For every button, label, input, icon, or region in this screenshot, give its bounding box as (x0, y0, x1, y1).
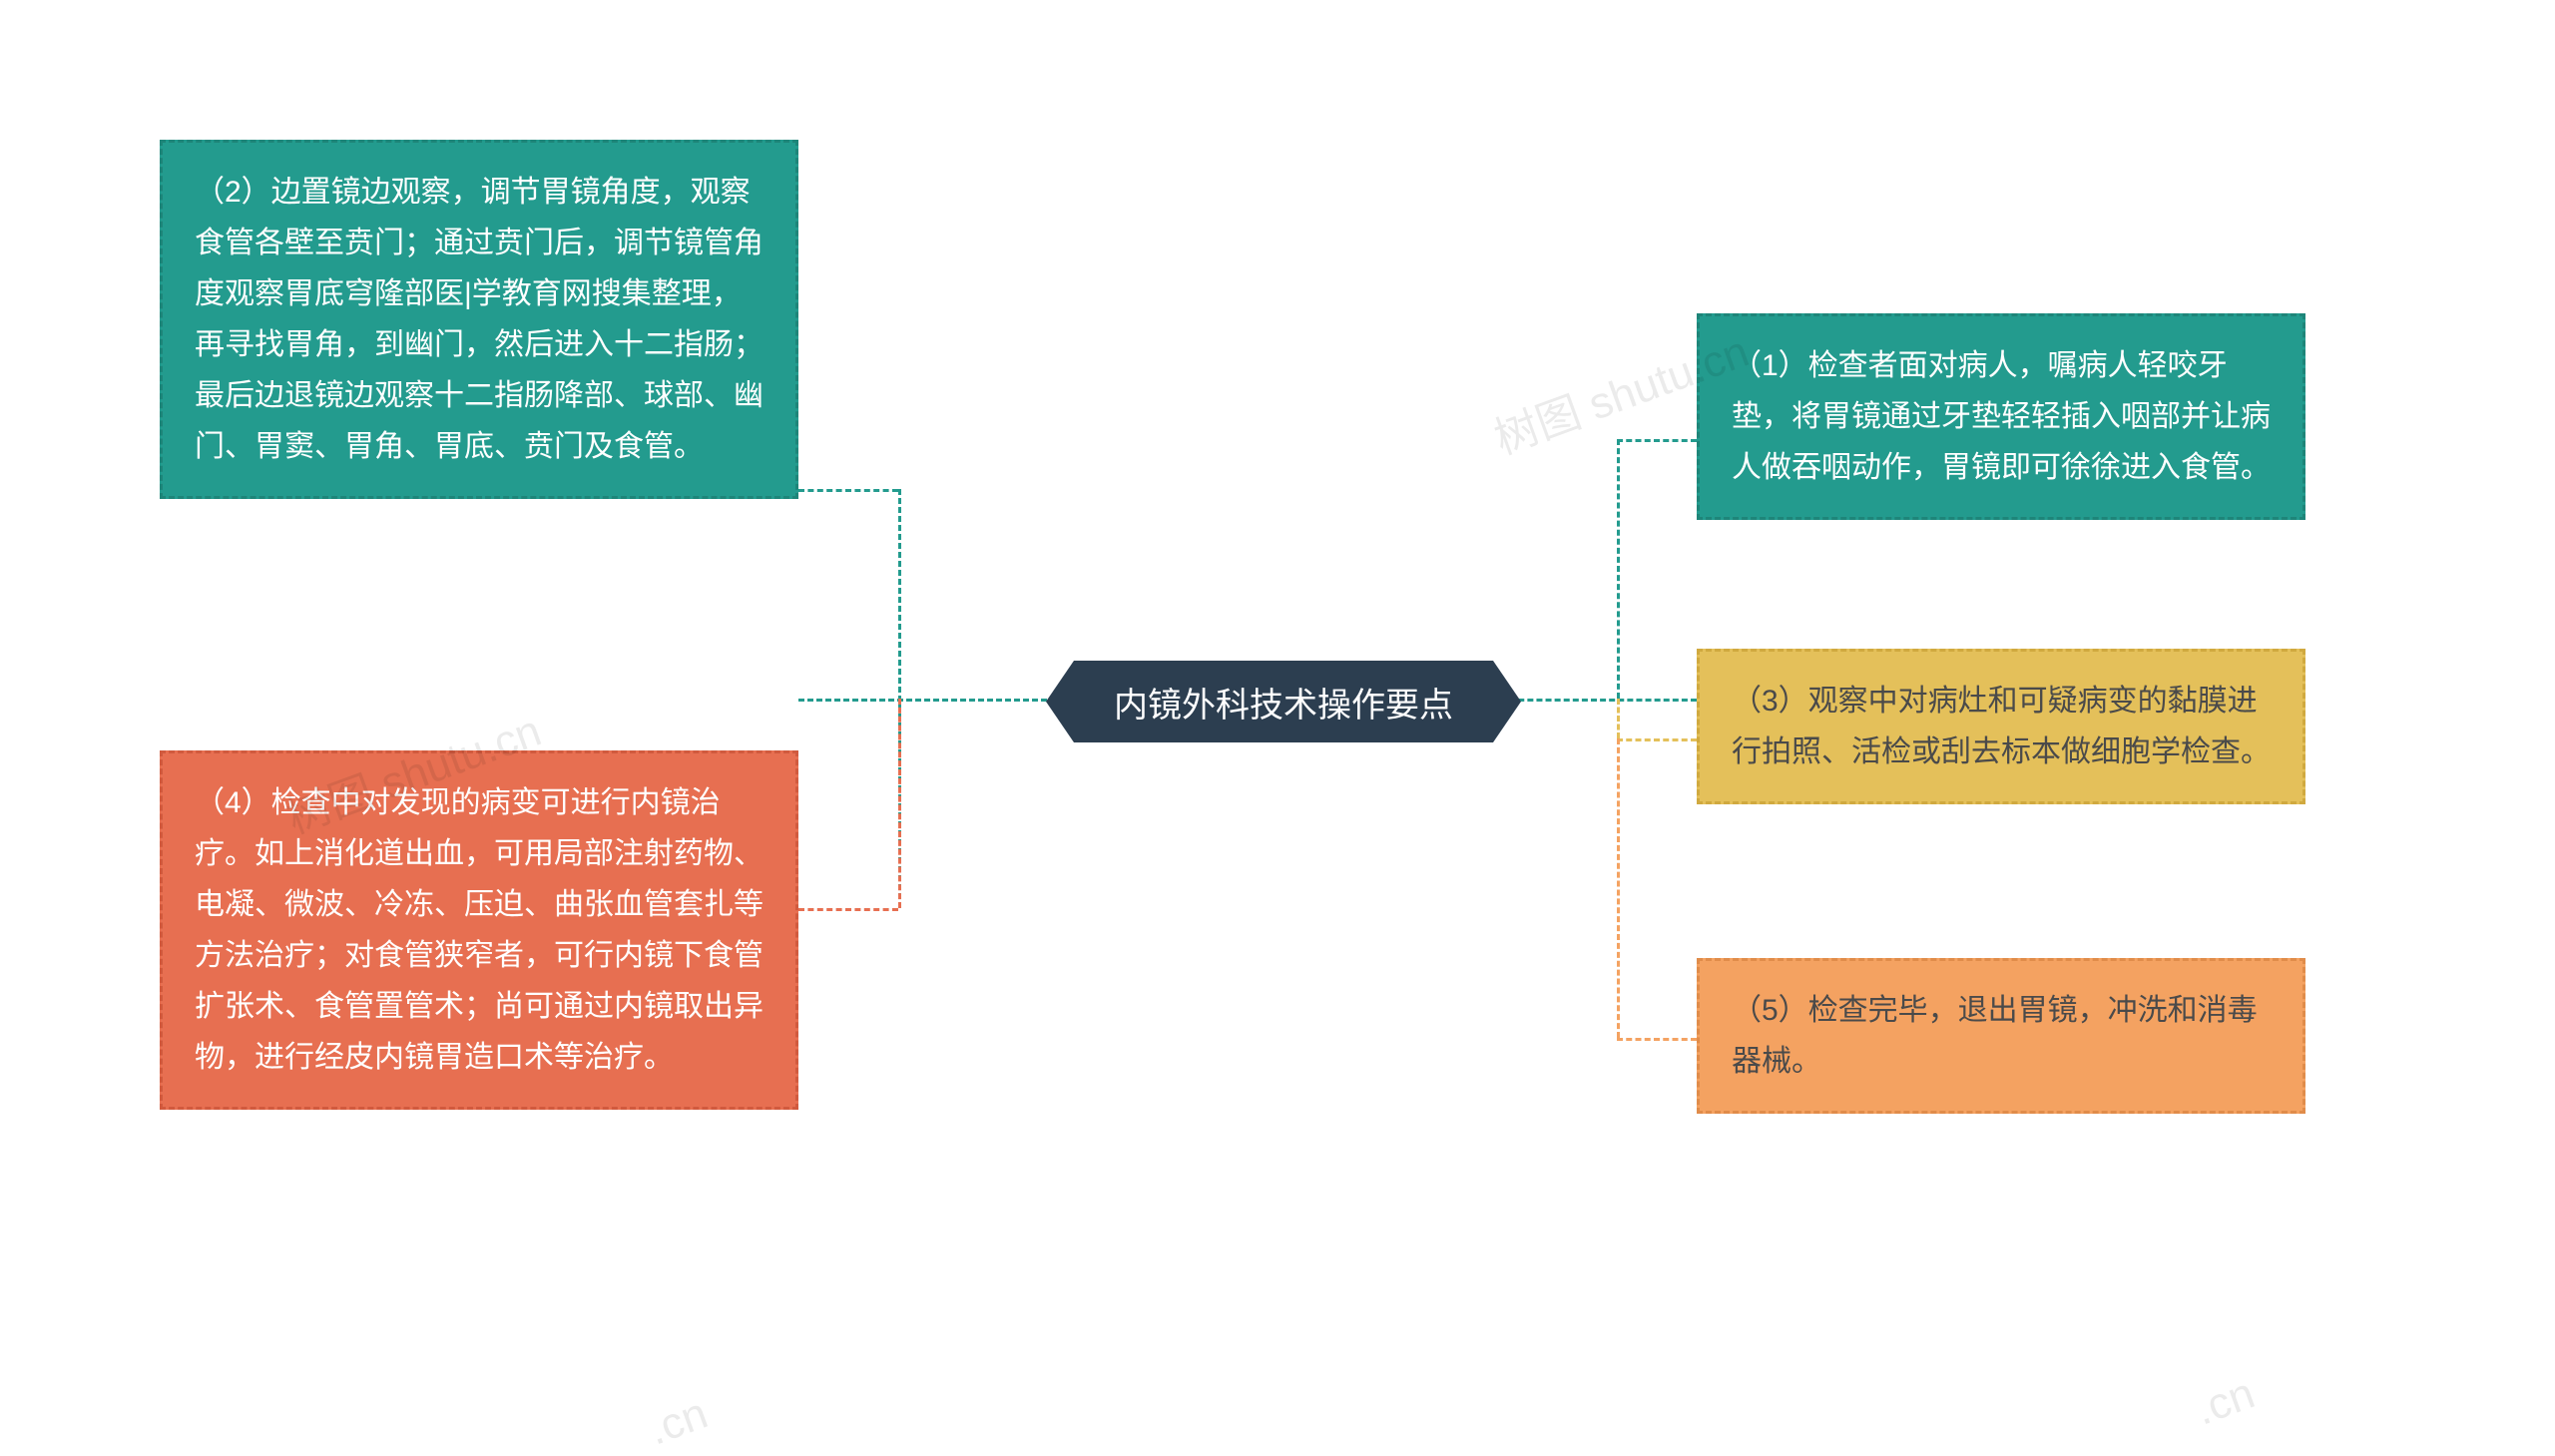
connector (1617, 1038, 1697, 1041)
connector (1617, 439, 1697, 442)
watermark: .cn (2189, 1368, 2261, 1435)
center-node: 内镜外科技术操作要点 (1074, 661, 1493, 742)
connector (898, 699, 901, 908)
connector (1617, 699, 1620, 738)
node-5: （5）检查完毕，退出胃镜，冲洗和消毒器械。 (1697, 958, 2305, 1114)
connector (798, 699, 1074, 702)
connector (1617, 439, 1620, 699)
connector (1617, 738, 1620, 1038)
node-3: （3）观察中对病灶和可疑病变的黏膜进行拍照、活检或刮去标本做细胞学检查。 (1697, 649, 2305, 804)
connector (1617, 738, 1697, 741)
watermark: .cn (642, 1388, 714, 1455)
connector (1491, 699, 1697, 702)
node-1: （1）检查者面对病人，嘱病人轻咬牙垫，将胃镜通过牙垫轻轻插入咽部并让病人做吞咽动… (1697, 313, 2305, 520)
mindmap-canvas: 内镜外科技术操作要点 （1）检查者面对病人，嘱病人轻咬牙垫，将胃镜通过牙垫轻轻插… (0, 0, 2555, 1411)
connector (798, 908, 898, 911)
node-4: （4）检查中对发现的病变可进行内镜治疗。如上消化道出血，可用局部注射药物、电凝、… (160, 750, 798, 1110)
connector (798, 489, 898, 492)
node-2: （2）边置镜边观察，调节胃镜角度，观察食管各壁至贲门；通过贲门后，调节镜管角度观… (160, 140, 798, 499)
